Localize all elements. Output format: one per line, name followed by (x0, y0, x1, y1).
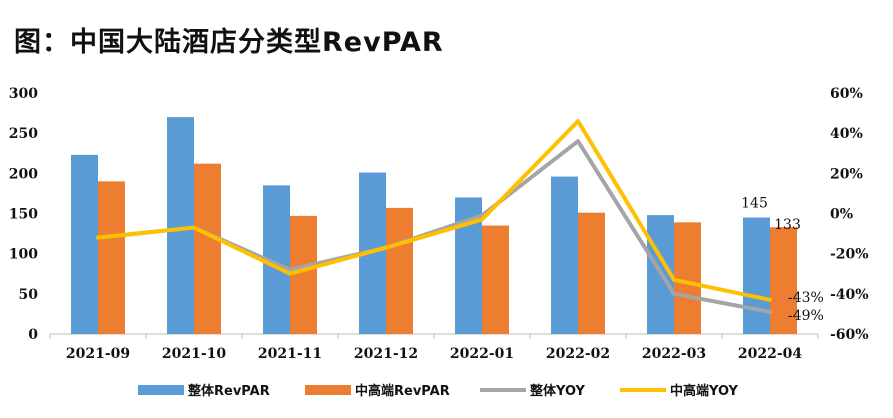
legend-label: 整体YOY (529, 383, 586, 399)
y-right-tick-label: 60% (830, 86, 863, 102)
y-left-tick-label: 200 (9, 166, 38, 182)
bar-overall-revpar (167, 117, 194, 334)
data-label: 145 (741, 196, 768, 212)
line-midhigh-yoy (96, 119, 772, 302)
x-tick-label: 2022-02 (546, 346, 610, 362)
x-tick-label: 2021-10 (162, 346, 227, 362)
bar-midhigh-revpar (482, 225, 509, 334)
x-tick-label: 2022-03 (642, 346, 706, 362)
bar-midhigh-revpar (578, 212, 605, 334)
bar-midhigh-revpar (98, 181, 125, 334)
y-left-tick-label: 100 (9, 247, 38, 263)
legend-label: 中高端RevPAR (355, 383, 450, 399)
bar-overall-revpar (743, 217, 770, 334)
x-tick-label: 2021-09 (66, 346, 130, 362)
y-right-tick-label: 0% (830, 207, 853, 223)
legend-label: 中高端YOY (670, 383, 739, 399)
y-right-tick-label: -40% (830, 287, 869, 303)
data-label: -49% (788, 308, 824, 324)
bar-midhigh-revpar (290, 215, 317, 334)
y-left-tick-label: 300 (9, 86, 38, 102)
bar-overall-revpar (551, 176, 578, 334)
legend-swatch (305, 385, 351, 395)
y-left-tick-label: 250 (9, 126, 38, 142)
chart-title: 图：中国大陆酒店分类型RevPAR (14, 27, 444, 58)
y-right-tick-label: -20% (830, 247, 869, 263)
bar-midhigh-revpar (386, 207, 413, 334)
y-left-tick-label: 150 (9, 207, 38, 223)
y-right-tick-label: -60% (830, 327, 869, 343)
x-tick-label: 2022-01 (450, 346, 514, 362)
y-left-tick-label: 50 (19, 287, 39, 303)
bar-midhigh-revpar (674, 222, 701, 334)
x-tick-label: 2021-12 (354, 346, 418, 362)
bar-midhigh-revpar (770, 227, 797, 334)
x-tick-label: 2022-04 (738, 346, 803, 362)
y-right-tick-label: 40% (830, 126, 863, 142)
x-tick-label: 2021-11 (258, 346, 322, 362)
legend-label: 整体RevPAR (187, 383, 270, 399)
bar-overall-revpar (71, 154, 98, 334)
y-right-tick-label: 20% (830, 166, 863, 182)
legend-swatch (138, 385, 184, 395)
bar-midhigh-revpar (194, 163, 221, 334)
data-label: 133 (774, 217, 801, 233)
y-left-tick-label: 0 (28, 327, 38, 343)
data-label: -43% (788, 290, 824, 306)
